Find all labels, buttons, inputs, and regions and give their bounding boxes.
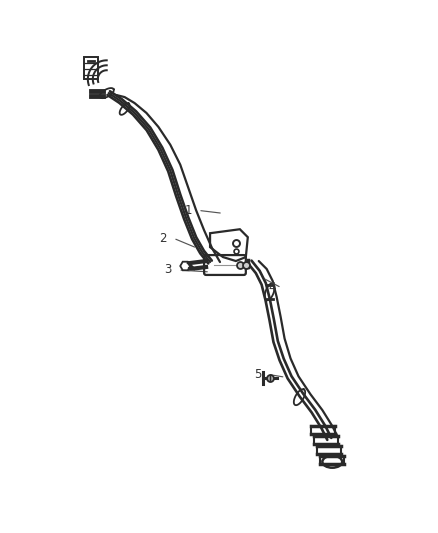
Bar	[84, 58, 98, 79]
Text: 1: 1	[184, 204, 192, 217]
Text: 4: 4	[268, 281, 276, 294]
Text: 2: 2	[159, 232, 167, 245]
Text: 5: 5	[254, 368, 261, 381]
Text: 3: 3	[165, 263, 172, 277]
